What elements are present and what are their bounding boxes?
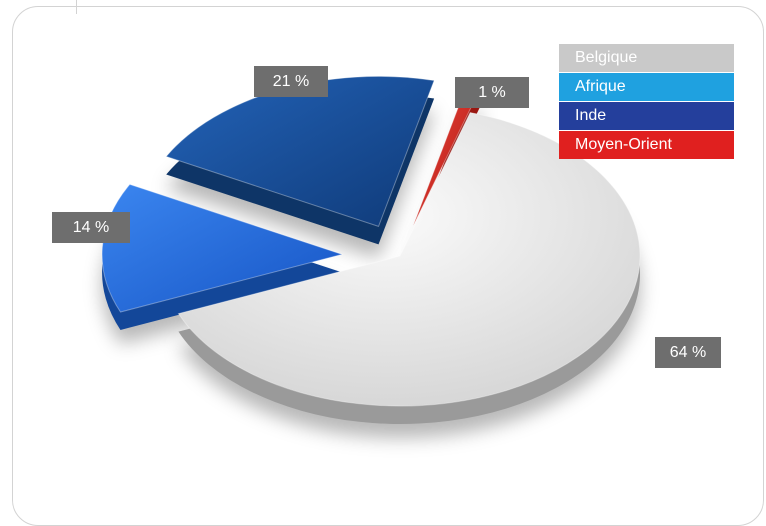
slice-belgique	[177, 111, 641, 407]
slice-label-inde: 21 %	[254, 66, 328, 97]
legend-item-belgique: Belgique	[559, 44, 734, 72]
slice-label-belgique: 64 %	[655, 337, 721, 368]
pie-chart	[101, 75, 641, 438]
slice-label-moyen-orient: 1 %	[455, 77, 529, 108]
slice-afrique	[101, 183, 344, 313]
slice-label-afrique: 14 %	[52, 212, 130, 243]
frame-divider	[76, 0, 77, 14]
legend: Belgique Afrique Inde Moyen-Orient	[559, 44, 734, 160]
legend-item-moyen-orient: Moyen-Orient	[559, 131, 734, 159]
legend-item-inde: Inde	[559, 102, 734, 130]
legend-item-afrique: Afrique	[559, 73, 734, 101]
